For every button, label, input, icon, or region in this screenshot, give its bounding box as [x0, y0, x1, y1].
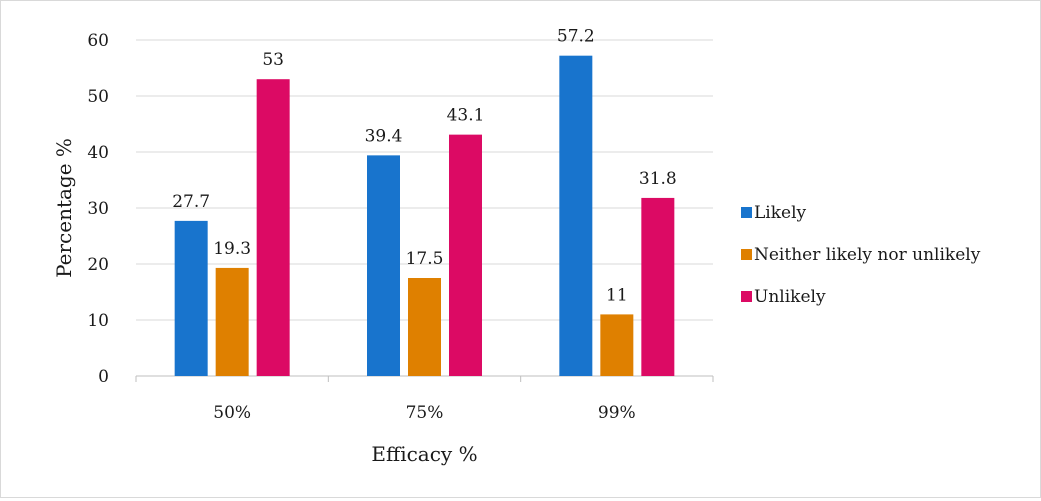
legend-item: Likely	[741, 203, 807, 223]
data-label: 57.2	[557, 27, 595, 47]
bar-unlikely-3	[641, 197, 675, 376]
y-tick-label: 60	[87, 31, 109, 51]
legend-swatch	[741, 207, 752, 218]
y-tick-label: 20	[87, 255, 109, 275]
bar-likely-2	[367, 155, 400, 376]
legend-swatch	[741, 249, 752, 260]
bar-neither-likely-nor-unlikely-2	[408, 278, 441, 376]
data-label: 11	[606, 285, 628, 305]
bar-unlikely-2	[449, 134, 482, 376]
data-label: 43.1	[447, 106, 485, 126]
bar-neither-likely-nor-unlikely-1	[215, 267, 249, 376]
bars	[174, 55, 675, 377]
y-axis-label: Percentage %	[52, 138, 76, 278]
bar-likely-3	[559, 55, 593, 377]
legend: Likely Neither likely nor unlikely Unlikel…	[741, 203, 981, 307]
y-tick-label: 50	[87, 87, 109, 107]
legend-label: Likely	[754, 203, 807, 223]
data-label: 17.5	[406, 249, 444, 269]
x-tick-label: 50%	[213, 403, 251, 423]
y-tick-label: 30	[87, 199, 109, 219]
bar-likely-1	[174, 220, 208, 376]
legend-swatch	[741, 291, 752, 302]
y-tick-label: 10	[87, 311, 109, 331]
legend-label: Unlikely	[754, 287, 826, 307]
y-tick-label: 40	[87, 143, 109, 163]
data-label: 27.7	[172, 192, 210, 212]
y-tick-labels: 0 10 20 30 40 50 60	[87, 31, 109, 387]
legend-item: Neither likely nor unlikely	[741, 245, 981, 265]
x-tick-label: 99%	[598, 403, 636, 423]
y-tick-label: 0	[98, 367, 109, 387]
legend-item: Unlikely	[741, 287, 826, 307]
bar-neither-likely-nor-unlikely-3	[600, 314, 634, 376]
data-label: 31.8	[639, 169, 677, 189]
data-label: 39.4	[365, 126, 403, 146]
x-tick-labels: 50% 75% 99%	[213, 403, 635, 423]
x-axis-label: Efficacy %	[371, 442, 477, 466]
bar-unlikely-1	[256, 79, 290, 376]
data-labels: 27.7 19.3 53 39.4 17.5 43.1 57.2 11 31.8	[172, 27, 677, 306]
data-label: 53	[262, 50, 284, 70]
legend-label: Neither likely nor unlikely	[754, 245, 981, 265]
data-label: 19.3	[213, 239, 251, 259]
x-tick-label: 75%	[406, 403, 444, 423]
